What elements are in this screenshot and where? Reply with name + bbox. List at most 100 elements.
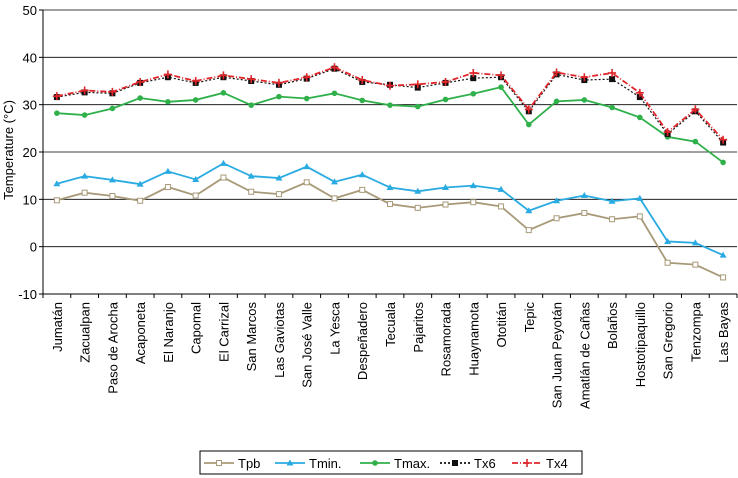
series-1-point — [553, 197, 561, 204]
series-1-point — [525, 207, 533, 214]
series-line — [56, 162, 724, 257]
x-tick-label: Rosamorada — [439, 301, 454, 376]
legend-3-point — [452, 460, 458, 466]
series-4-point — [330, 63, 339, 72]
series-2-point — [137, 95, 143, 101]
series-1-point — [247, 172, 255, 179]
series-0-point — [498, 203, 505, 210]
series-0-point — [303, 179, 310, 186]
series-2-point — [109, 105, 116, 112]
series-0-point — [53, 197, 60, 204]
series-2-point — [470, 90, 477, 97]
series-line — [56, 86, 724, 164]
series-2-point — [581, 97, 588, 103]
series-4-point — [108, 87, 117, 96]
series-1-point — [442, 184, 450, 190]
series-2-point — [414, 103, 421, 110]
series-2-point — [220, 90, 227, 96]
series-4-point — [358, 76, 367, 85]
series-4-point — [302, 73, 311, 82]
x-tick-label: Ototitán — [494, 302, 509, 348]
y-tick-label: 20 — [23, 145, 37, 160]
series-0-point — [109, 193, 116, 200]
x-tick-label: Tenzompa — [688, 301, 703, 362]
series-2-point — [331, 90, 338, 97]
x-tick-label: San José Valle — [300, 302, 315, 388]
series-1-point — [636, 194, 644, 201]
x-tick-label: Huaynamota — [466, 301, 481, 375]
y-tick-label: 10 — [23, 192, 37, 207]
series-4-point — [274, 78, 283, 87]
y-tick-label: 40 — [23, 50, 37, 65]
series-4-point — [219, 71, 228, 80]
series-4-point — [52, 92, 61, 101]
series-1-point — [136, 180, 144, 187]
series-2-point — [609, 104, 615, 111]
series-0-point — [387, 201, 393, 208]
series-1-point — [81, 172, 89, 179]
series-1-point — [164, 167, 172, 174]
series-0-point — [81, 189, 88, 196]
series-0-point — [331, 195, 338, 202]
series-1-point — [108, 176, 116, 183]
series-2-point — [498, 84, 504, 90]
series-2-point — [720, 159, 726, 166]
series-0-point — [664, 259, 671, 266]
series-4-point — [413, 80, 422, 89]
series-4-point — [663, 128, 672, 137]
series-0-point — [553, 215, 560, 222]
series-tmin — [53, 159, 727, 258]
x-tick-label: El Carrizal — [216, 302, 231, 362]
series-group — [52, 63, 728, 281]
series-4-point — [524, 105, 533, 114]
legend-label: Tmax. — [394, 456, 430, 471]
series-1-point — [275, 174, 283, 181]
series-tx4 — [52, 63, 728, 144]
x-tick-label: Las Bayas — [716, 302, 731, 363]
series-2-point — [637, 114, 643, 121]
series-4-point — [635, 88, 644, 97]
series-1-point — [53, 180, 61, 187]
legend-box — [199, 450, 583, 475]
y-tick-label: 0 — [30, 240, 37, 255]
series-4-point — [719, 135, 728, 144]
series-1-point — [358, 171, 366, 178]
y-tick-label: 30 — [23, 98, 37, 113]
series-2-point — [526, 121, 532, 128]
series-0-point — [137, 197, 144, 204]
series-4-point — [386, 81, 394, 90]
series-0-point — [581, 210, 588, 217]
x-tick-label: Acaponeta — [133, 301, 148, 364]
series-1-point — [330, 178, 338, 185]
series-2-point — [303, 95, 310, 102]
series-1-point — [580, 192, 588, 199]
series-4-point — [441, 77, 450, 86]
legend: Tpb Tmin. Tmax. Tx6 Tx4 — [199, 450, 583, 475]
series-2-point — [165, 99, 171, 105]
series-tmax — [54, 84, 726, 166]
x-tick-label: Tecuala — [383, 301, 398, 347]
x-tick-label: El Naranjo — [161, 302, 176, 363]
series-0-point — [442, 201, 449, 208]
x-tick-label: Tepic — [522, 302, 537, 333]
x-tick-label: Capomal — [189, 302, 204, 354]
x-tick-label: San Marcos — [244, 302, 259, 372]
legend-label: Tpb — [238, 456, 260, 471]
series-line — [56, 176, 724, 279]
grid-lines — [43, 9, 737, 248]
series-4-point — [191, 77, 200, 85]
x-tick-label: Despeñadero — [355, 302, 370, 380]
series-1-point — [497, 185, 505, 192]
series-0-point — [275, 191, 282, 198]
series-1-point — [414, 187, 422, 194]
series-0-point — [220, 174, 227, 181]
legend-0-point — [216, 460, 222, 466]
x-tick-label: San Gregorio — [661, 302, 676, 379]
series-4-point — [80, 86, 89, 95]
legend-4-point — [523, 459, 531, 467]
x-tick-label: Bolaños — [605, 302, 620, 349]
y-tick-label: -10 — [18, 287, 37, 302]
x-tick-label: Hostotipaquillo — [633, 302, 648, 387]
x-tick-label: Amatlán de Cañas — [577, 302, 592, 409]
